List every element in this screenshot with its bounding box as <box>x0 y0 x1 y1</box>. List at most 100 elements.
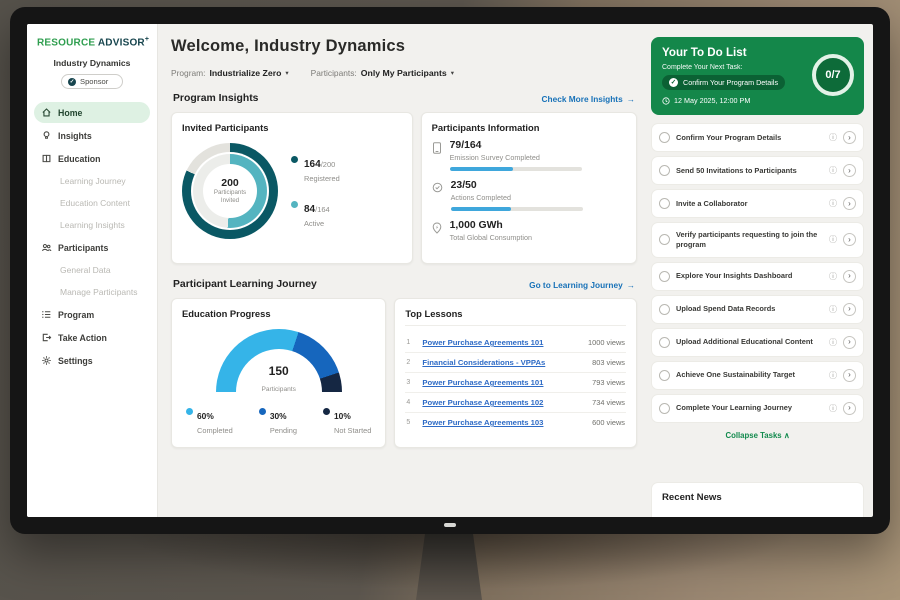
gauge-arc <box>215 329 342 392</box>
chevron-right-icon[interactable]: › <box>843 368 856 382</box>
lesson-link[interactable]: Power Purchase Agreements 101 <box>422 338 544 347</box>
stat-label: Emission Survey Completed <box>449 153 540 162</box>
info-icon[interactable]: ⓘ <box>829 337 837 347</box>
chevron-right-icon[interactable]: › <box>843 269 856 283</box>
check-more-insights-link[interactable]: Check More Insights → <box>542 94 635 104</box>
task-label: Verify participants requesting to join t… <box>676 230 818 249</box>
task-checkbox[interactable] <box>659 132 670 143</box>
monitor-logo-led <box>444 523 456 527</box>
lesson-rank: 2 <box>406 359 411 366</box>
info-icon[interactable]: ⓘ <box>829 235 837 245</box>
todo-due: 12 May 2025, 12:00 PM <box>662 96 853 105</box>
sidebar-item-general-data[interactable]: General Data <box>34 260 150 280</box>
stat-label: Total Global Consumption <box>449 233 532 242</box>
chevron-right-icon[interactable]: › <box>843 164 856 177</box>
lesson-views: 1000 views <box>588 338 625 347</box>
chevron-right-icon[interactable]: › <box>843 197 856 210</box>
task-checkbox[interactable] <box>659 234 670 246</box>
legend-dot-not-started <box>323 408 330 415</box>
org-name: Industry Dynamics <box>53 58 131 69</box>
donut-legend: 164/200 Registered 84/164 Active <box>291 154 340 228</box>
task-row[interactable]: Upload Spend Data Records ⓘ › <box>651 294 864 324</box>
task-row[interactable]: Verify participants requesting to join t… <box>651 222 864 258</box>
survey-icon <box>432 142 441 154</box>
chevron-right-icon[interactable]: › <box>843 131 856 144</box>
sidebar-item-program[interactable]: Program <box>34 304 150 325</box>
program-filter-dropdown[interactable]: Program: Industrialize Zero ▾ <box>171 68 289 78</box>
sidebar-item-settings[interactable]: Settings <box>34 350 150 371</box>
info-icon[interactable]: ⓘ <box>829 370 837 380</box>
sidebar-item-learning-insights[interactable]: Learning Insights <box>34 215 150 235</box>
actions-progress-bar <box>450 207 583 211</box>
go-to-learning-journey-link[interactable]: Go to Learning Journey → <box>529 280 635 290</box>
task-list: Confirm Your Program Details ⓘ › Send 50… <box>651 123 864 427</box>
next-task-pill[interactable]: ✓ Confirm Your Program Details <box>662 75 786 90</box>
chevron-right-icon[interactable]: › <box>843 233 856 247</box>
chevron-right-icon[interactable]: › <box>843 302 856 316</box>
task-row[interactable]: Achieve One Sustainability Target ⓘ › <box>651 360 864 390</box>
stat-value: 1,000 GWh <box>449 220 503 231</box>
legend-value: 30% <box>269 411 287 421</box>
stat-value: 79/164 <box>449 140 482 151</box>
sidebar-item-manage-participants[interactable]: Manage Participants <box>34 282 150 302</box>
insights-icon <box>43 131 50 140</box>
active-ring <box>193 154 267 228</box>
sponsor-badge[interactable]: ✓ Sponsor <box>61 74 123 90</box>
task-checkbox[interactable] <box>659 303 670 315</box>
task-checkbox[interactable] <box>659 369 670 381</box>
sidebar-item-education-content[interactable]: Education Content <box>34 193 150 213</box>
recent-news-title: Recent News <box>662 492 722 503</box>
chevron-right-icon[interactable]: › <box>843 401 856 415</box>
sidebar-item-learning-journey[interactable]: Learning Journey <box>34 171 150 191</box>
active-label: Active <box>304 219 325 228</box>
emission-progress-bar <box>449 167 582 171</box>
sidebar-item-education[interactable]: Education <box>34 148 150 169</box>
sidebar-item-take-action[interactable]: Take Action <box>34 327 150 348</box>
task-checkbox[interactable] <box>659 165 670 176</box>
chevron-right-icon[interactable]: › <box>843 335 856 349</box>
sidebar-item-home[interactable]: Home <box>34 102 150 124</box>
gauge-value: 150 <box>268 364 289 378</box>
link-label: Check More Insights <box>541 93 623 104</box>
active-total: /164 <box>315 205 330 214</box>
info-icon[interactable]: ⓘ <box>829 166 837 175</box>
lesson-link[interactable]: Power Purchase Agreements 103 <box>422 418 544 427</box>
info-icon[interactable]: ⓘ <box>829 133 837 142</box>
task-row[interactable]: Explore Your Insights Dashboard ⓘ › <box>651 261 864 291</box>
task-row[interactable]: Invite a Collaborator ⓘ › <box>651 189 864 218</box>
lesson-link[interactable]: Financial Considerations - VPPAs <box>422 358 546 367</box>
task-checkbox[interactable] <box>659 336 670 348</box>
lesson-link[interactable]: Power Purchase Agreements 101 <box>422 378 544 387</box>
info-icon[interactable]: ⓘ <box>829 304 837 314</box>
task-row[interactable]: Confirm Your Program Details ⓘ › <box>651 123 864 152</box>
clock-icon <box>662 96 670 105</box>
collapse-tasks-link[interactable]: Collapse Tasks ∧ <box>651 431 864 440</box>
gauge-center-label: 150 Participants <box>216 364 342 396</box>
arrow-right-icon: → <box>626 93 635 104</box>
stat-value: 23/50 <box>450 180 477 191</box>
task-row[interactable]: Complete Your Learning Journey ⓘ › <box>651 393 864 423</box>
next-task-label: Confirm Your Program Details <box>683 78 779 87</box>
sidebar-item-label: Education <box>58 153 101 164</box>
lesson-row: 5 Power Purchase Agreements 103 600 view… <box>405 413 626 432</box>
app-logo: RESOURCE ADVISOR+ <box>37 36 150 48</box>
task-row[interactable]: Send 50 Invitations to Participants ⓘ › <box>651 156 864 185</box>
participants-filter-value: Only My Participants <box>360 68 447 78</box>
program-filter-value: Industrialize Zero <box>209 68 282 78</box>
participants-filter-dropdown[interactable]: Participants: Only My Participants ▾ <box>311 68 454 78</box>
registered-label: Registered <box>304 174 340 183</box>
sidebar-item-participants[interactable]: Participants <box>34 237 150 258</box>
sponsor-icon: ✓ <box>68 77 76 86</box>
sponsor-label: Sponsor <box>80 77 109 87</box>
info-icon[interactable]: ⓘ <box>829 403 837 413</box>
task-checkbox[interactable] <box>659 270 670 282</box>
task-checkbox[interactable] <box>659 402 670 414</box>
info-icon[interactable]: ⓘ <box>829 199 837 208</box>
sidebar-item-insights[interactable]: Insights <box>34 125 150 146</box>
sidebar-item-label: Insights <box>58 130 92 141</box>
lesson-link[interactable]: Power Purchase Agreements 102 <box>422 398 544 407</box>
task-row[interactable]: Upload Additional Educational Content ⓘ … <box>651 327 864 357</box>
info-icon[interactable]: ⓘ <box>829 271 837 281</box>
task-checkbox[interactable] <box>659 198 670 209</box>
lesson-row: 3 Power Purchase Agreements 101 793 view… <box>405 373 626 393</box>
